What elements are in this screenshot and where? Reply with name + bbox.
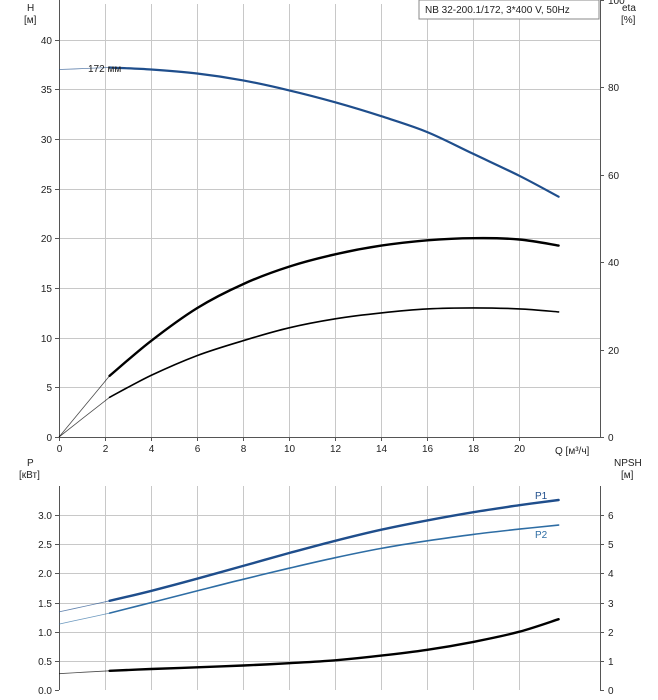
bottom-left-axis-name: P [27,458,34,469]
bottom-right-tick-label: 3 [608,599,614,610]
bottom-right-axis-unit: [м] [621,470,634,481]
x-tick-label: 14 [376,444,388,455]
top-left-tick-label: 30 [41,135,53,146]
bottom-left-tick-label: 1.0 [38,628,52,639]
x-axis-label: Q [м³/ч] [555,446,590,457]
x-tick-label: 18 [468,444,480,455]
top-left-tick-label: 10 [41,334,53,345]
x-tick-label: 4 [149,444,155,455]
top-left-tick-label: 20 [41,234,53,245]
top-right-axis-name: eta [622,3,636,14]
p2-power-curve-tail [58,612,110,625]
top-left-tick-label: 40 [41,36,53,47]
npsh-curve [108,618,560,672]
title-box: NB 32-200.1/172, 3*400 V, 50Hz [418,0,600,20]
upper-black-curve [108,307,560,399]
bottom-right-tick-label: 2 [608,628,614,639]
top-right-tick-label: 80 [608,83,620,94]
top-left-axis-name: H [27,3,34,14]
npsh-curve-tail [58,670,110,675]
chart-axes [55,0,604,691]
top-left-tick-label: 5 [46,383,52,394]
bottom-left-tick-label: 2.0 [38,569,52,580]
bottom-right-tick-label: 5 [608,540,614,551]
bottom-chart-grid [59,486,600,690]
x-tick-label: 6 [195,444,201,455]
x-tick-label: 8 [241,444,247,455]
bottom-left-tick-label: 0.5 [38,657,52,668]
top-right-axis-unit: [%] [621,15,636,26]
bottom-left-tick-label: 0.0 [38,686,52,697]
chart-series [58,66,560,675]
bottom-right-tick-label: 4 [608,569,614,580]
top-right-tick-label: 40 [608,258,620,269]
efficiency-curve [108,236,560,377]
bottom-right-axis-name: NPSH [614,458,642,469]
x-tick-label: 0 [57,444,63,455]
top-right-tick-label: 100 [608,0,625,7]
x-tick-label: 20 [514,444,526,455]
bottom-right-tick-label: 1 [608,657,614,668]
p1-series-label: P1 [535,491,548,502]
curve-label-172: 172 мм [88,64,121,75]
x-tick-label: 12 [330,444,342,455]
head-curve-172mm [108,66,560,198]
bottom-left-tick-label: 1.5 [38,599,52,610]
p2-series-label: P2 [535,530,548,541]
top-left-tick-label: 35 [41,85,53,96]
upper-black-curve-tail [58,396,110,438]
top-right-tick-label: 0 [608,433,614,444]
p2-power-curve [108,524,560,614]
head-curve-172mm-tail [58,67,110,70]
x-tick-label: 10 [284,444,296,455]
efficiency-curve-tail [58,375,110,438]
title-box-text: NB 32-200.1/172, 3*400 V, 50Hz [425,5,570,16]
p1-power-curve-tail [58,600,110,613]
bottom-right-tick-label: 0 [608,686,614,697]
top-left-axis-unit: [м] [24,15,37,26]
title-box-frame [418,0,600,20]
top-left-tick-label: 15 [41,284,53,295]
top-left-tick-label: 0 [46,433,52,444]
top-right-tick-label: 60 [608,171,620,182]
x-tick-label: 2 [103,444,109,455]
p1-power-curve [108,498,560,602]
x-tick-label: 16 [422,444,434,455]
bottom-left-tick-label: 3.0 [38,511,52,522]
top-left-tick-label: 25 [41,185,53,196]
top-right-tick-label: 20 [608,346,620,357]
bottom-right-tick-label: 6 [608,511,614,522]
bottom-left-axis-unit: [кВт] [19,470,40,481]
bottom-left-tick-label: 2.5 [38,540,52,551]
